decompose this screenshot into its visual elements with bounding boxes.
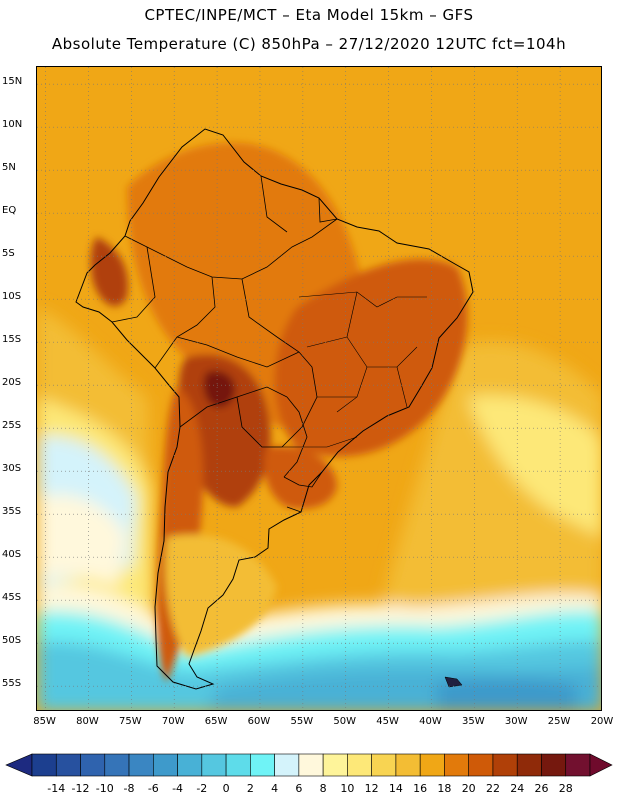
field-south-darkblue [437, 677, 577, 710]
field-uruguay-core [263, 446, 337, 509]
colorbar-tick-label: 14 [388, 782, 403, 795]
colorbar-tick-label: -6 [147, 782, 159, 795]
colorbar-min-arrow [5, 753, 33, 777]
colorbar-swatch [225, 753, 251, 777]
lon-tick-label: 70W [161, 716, 185, 727]
lat-tick-label: 20S [2, 377, 22, 389]
lon-tick-label: 75W [119, 716, 142, 727]
lon-tick-label: 50W [333, 716, 357, 727]
lon-tick-label: 40W [419, 716, 442, 727]
falkland-islands [444, 676, 463, 688]
colorbar-swatch [444, 753, 469, 777]
colorbar-tick-label: 24 [510, 782, 525, 795]
colorbar-swatch [80, 753, 106, 777]
colorbar-tick-label: -8 [123, 782, 135, 795]
colorbar-tick-label: 22 [485, 782, 500, 795]
colorbar-tick-label: -12 [71, 782, 90, 795]
colorbar-tick-label: 16 [413, 782, 428, 795]
colorbar-tick-label: -2 [196, 782, 208, 795]
coastline [75, 128, 474, 690]
lat-tick-label: 45S [2, 592, 22, 604]
colorbar-swatch [274, 753, 300, 777]
colorbar-tick-label: 4 [271, 782, 279, 795]
chart-subtitle: Absolute Temperature (C) 850hPa – 27/12/… [51, 35, 567, 53]
colorbar-tick-label: 8 [319, 782, 327, 795]
lon-tick-label: 55W [290, 716, 314, 727]
colorbar-tick-label: -10 [95, 782, 114, 795]
colorbar-swatch [565, 753, 591, 777]
lon-tick-label: 20W [590, 716, 614, 727]
colorbar-tick-label: 20 [461, 782, 476, 795]
field-andes-warm [157, 387, 204, 682]
lat-tick-label: 5N [2, 162, 16, 174]
colorbar-swatch [419, 753, 445, 777]
temperature-map [36, 66, 602, 711]
lat-tick-label: 40S [2, 549, 22, 561]
colorbar-swatch [201, 753, 227, 777]
field-atlantic-light [467, 395, 601, 537]
field-peru-core [90, 237, 128, 307]
lon-tick-label: 65W [204, 716, 228, 727]
lon-tick-label: 30W [504, 716, 528, 727]
colorbar-tick-label: 26 [534, 782, 549, 795]
lat-tick-label: 55S [2, 678, 22, 690]
lat-tick-label: 15N [2, 76, 23, 88]
lat-tick-label: 35S [2, 506, 22, 518]
country-borders [111, 175, 338, 513]
lat-tick-label: 30S [2, 463, 22, 475]
colorbar-swatch [468, 753, 494, 777]
field-chaco-max [203, 370, 236, 408]
chart-title: CPTEC/INPE/MCT – Eta Model 15km – GFS [144, 6, 474, 24]
colorbar-swatch [347, 753, 372, 777]
lon-tick-label: 85W [33, 716, 56, 727]
colorbar-swatch [395, 753, 421, 777]
colorbar-swatch [31, 753, 57, 777]
lon-tick-label: 35W [462, 716, 485, 727]
lon-tick-label: 80W [76, 716, 99, 727]
lat-tick-label: 15S [2, 334, 22, 346]
colorbar-swatch [298, 753, 324, 777]
colorbar-swatch [153, 753, 178, 777]
colorbar-tick-label: 2 [246, 782, 254, 795]
map-canvas [37, 67, 601, 710]
colorbar [5, 753, 613, 777]
colorbar-tick-label: -4 [172, 782, 184, 795]
state-borders [282, 291, 427, 448]
colorbar-tick-label: 18 [437, 782, 452, 795]
colorbar-tick-label: 12 [364, 782, 379, 795]
colorbar-tick-label: 10 [340, 782, 355, 795]
colorbar-swatch [322, 753, 348, 777]
colorbar-swatch [128, 753, 154, 777]
field-pacific-pale [37, 494, 127, 587]
colorbar-swatch [492, 753, 518, 777]
lat-tick-label: 10S [2, 291, 22, 303]
colorbar-tick-label: 0 [222, 782, 230, 795]
colorbar-swatch [516, 753, 542, 777]
colorbar-tick-label: -14 [47, 782, 66, 795]
colorbar-swatch [541, 753, 567, 777]
field-patagonia-yellow [165, 534, 277, 657]
lat-tick-label: 25S [2, 420, 22, 432]
colorbar-swatch [250, 753, 275, 777]
lon-tick-label: 60W [247, 716, 271, 727]
field-brazil-core [274, 259, 468, 457]
lon-tick-label: 45W [376, 716, 399, 727]
colorbar-tick-label: 28 [558, 782, 573, 795]
lon-tick-label: 25W [547, 716, 571, 727]
lat-tick-label: EQ [2, 205, 17, 217]
lat-tick-label: 10N [2, 119, 23, 131]
colorbar-swatch [177, 753, 203, 777]
colorbar-tick-label: 6 [295, 782, 303, 795]
lat-tick-label: 5S [2, 248, 15, 260]
lat-tick-label: 50S [2, 635, 22, 647]
colorbar-swatch [55, 753, 81, 777]
colorbar-swatch [104, 753, 130, 777]
colorbar-max-arrow [589, 753, 613, 777]
colorbar-swatch [371, 753, 397, 777]
